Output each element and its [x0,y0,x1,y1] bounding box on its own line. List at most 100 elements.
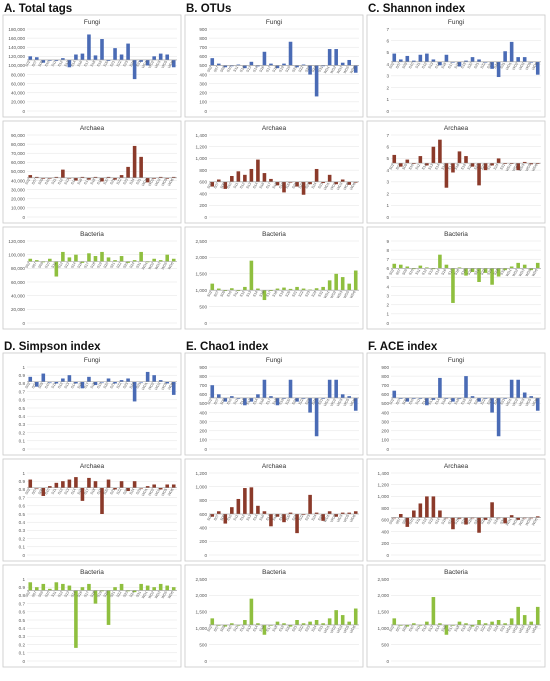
bar [275,181,280,186]
x-tick-label: S20 [103,178,110,186]
bar [210,283,215,291]
y-tick-label: 0.9 [19,479,26,484]
bar [34,176,39,178]
x-tick-label: S09 [220,182,227,190]
y-tick-label: 0.1 [19,651,26,656]
bar [41,59,46,63]
x-tick-label: S18 [454,163,461,171]
bar [503,397,507,399]
subchart-frame [366,120,546,224]
subchart-b-bacteria: Bacteria 0 500 1,000 1,500 2,000 2,500 S02 S07 S0… [184,226,364,330]
bar [243,397,247,406]
bar [418,503,423,518]
x-tick-label: WD5 [161,178,168,187]
bar [223,514,228,524]
bar [210,181,215,187]
bar [496,61,501,78]
bar [392,53,397,62]
x-tick-label: S16 [259,398,266,406]
bar [418,54,423,62]
x-tick-label: S10 [408,518,415,526]
subchart-f-bacteria: Bacteria 0 500 1,000 1,500 2,000 2,500 S02 S07 S0… [366,564,546,668]
bar [249,168,254,182]
bar [457,151,462,164]
bar [74,381,78,384]
bar [152,484,156,488]
y-tick-label: 100 [199,100,207,105]
bar [249,260,254,291]
y-tick-label: 1 [22,365,25,370]
x-tick-label: WD3 [518,163,525,172]
x-tick-label: S17 [265,65,272,73]
bar [522,264,527,269]
x-tick-label: S23 [486,62,493,70]
y-tick-label: 1,000 [378,494,390,499]
bar [334,49,338,66]
bar [490,268,494,285]
bar [503,51,507,62]
x-tick-label: S20 [285,182,292,190]
y-tick-label: 400 [199,410,207,415]
bar [503,163,507,164]
x-tick-label: S14 [434,163,441,171]
y-tick-label: 1,000 [378,626,390,631]
bar [113,487,117,490]
x-tick-label: WD5 [161,590,168,599]
x-tick-label: WD1 [505,163,512,172]
x-tick-label: S31 [135,262,142,270]
x-tick-label: S17 [83,178,90,186]
bar [308,494,312,514]
y-tick-label: 60,000 [11,280,25,285]
x-tick-label: WD1 [323,514,330,523]
x-tick-label: WD6 [349,398,356,407]
x-tick-label: S22 [480,518,487,526]
y-tick-label: 2 [386,303,389,308]
x-tick-label: S17 [447,625,454,633]
y-tick-label: 0.3 [19,422,26,427]
y-tick-label: 600 [381,392,389,397]
bar [139,156,143,178]
x-tick-label: S23 [304,182,311,190]
bar [93,590,98,604]
x-tick-label: S13 [64,488,71,496]
y-tick-label: 300 [199,419,207,424]
x-tick-label: S11 [233,398,240,405]
bar [126,487,130,492]
x-tick-label: S31 [499,625,506,633]
bar [269,624,273,626]
x-tick-label: WD2 [512,268,519,277]
subchart-frame [2,564,182,668]
y-tick-label: 0.3 [19,528,26,533]
y-tick-label: 600 [199,512,207,517]
bar [529,396,534,398]
x-tick-label: S20 [467,163,474,171]
x-tick-label: S19 [96,60,103,68]
bar [158,380,163,382]
bar [464,156,468,164]
x-tick-label: S13 [428,518,435,526]
bar [158,260,163,262]
x-tick-label: S21 [473,518,480,526]
bar [230,507,234,514]
bar [256,159,260,182]
bar [269,290,273,291]
bar [477,620,481,625]
bar [327,280,332,291]
subchart-frame [366,352,546,456]
x-tick-label: S12 [57,262,64,270]
bar [236,624,241,626]
x-tick-label: S16 [77,262,84,270]
bar [262,379,267,398]
bar [398,514,403,518]
bar [61,378,65,382]
y-tick-label: 600 [199,54,207,59]
bar [216,288,221,291]
bar [457,517,462,519]
y-tick-label: 20,000 [11,197,25,202]
y-tick-label: 700 [381,383,389,388]
x-tick-label: S10 [408,625,415,633]
x-tick-label: S16 [259,625,266,633]
x-tick-label: WD5 [161,262,168,271]
